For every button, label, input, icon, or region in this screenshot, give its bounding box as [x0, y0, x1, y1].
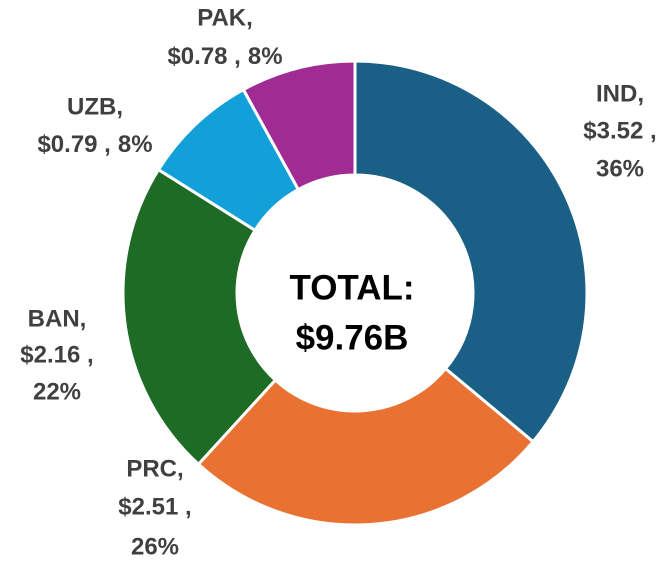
slice-label: $0.78 , 8% [167, 43, 282, 70]
value-label: $0.79 , [37, 131, 110, 158]
category-label: IND, [596, 80, 644, 107]
slice [121, 167, 278, 467]
center-title: TOTAL: [289, 268, 414, 307]
category-label: UZB, [67, 93, 123, 120]
slice [353, 59, 589, 444]
value-label: $2.51 , [118, 493, 191, 520]
slice [156, 87, 301, 233]
slice-label: $0.79 , 8% [37, 131, 152, 158]
percent-label: 8% [118, 131, 153, 158]
value-label: $3.52 , [583, 117, 656, 144]
center-total: $9.76B [296, 318, 409, 357]
category-label: PAK, [197, 4, 253, 31]
percent-label: 22% [33, 378, 81, 405]
slice [196, 366, 536, 527]
percent-label: 8% [248, 43, 283, 70]
category-label: BAN, [28, 305, 87, 332]
value-label: $2.16 , [20, 341, 93, 368]
percent-label: 36% [596, 155, 644, 182]
value-label: $0.78 , [167, 43, 240, 70]
category-label: PRC, [126, 455, 183, 482]
percent-label: 26% [131, 533, 179, 560]
